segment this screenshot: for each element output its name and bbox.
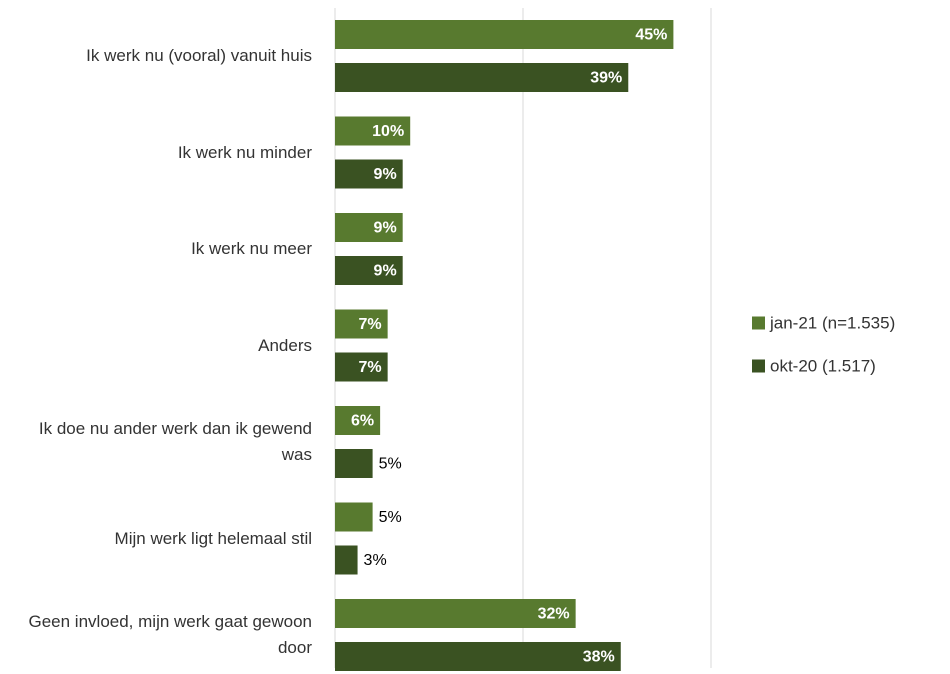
legend-label: jan-21 (n=1.535) [769, 313, 895, 332]
bar [335, 309, 388, 339]
bar [335, 213, 403, 242]
bar [335, 599, 576, 628]
data-label: 9% [374, 166, 397, 183]
bar [335, 642, 621, 671]
data-label: 9% [374, 263, 397, 280]
data-label: 38% [583, 649, 615, 666]
category-label: Mijn werk ligt helemaal stil [114, 528, 312, 548]
data-label: 45% [635, 27, 667, 44]
bar [335, 20, 674, 49]
data-label: 7% [359, 316, 382, 333]
category-label: Ik werk nu meer [191, 239, 312, 258]
bar [335, 502, 373, 532]
data-label: 10% [372, 123, 404, 140]
data-label: 3% [364, 552, 387, 569]
data-label: 6% [351, 413, 374, 430]
data-label: 5% [379, 509, 402, 526]
category-label: Ik doe nu ander werk dan ik gewend was [38, 419, 312, 464]
data-label: 32% [538, 606, 570, 623]
legend-label: okt-20 (1.517) [770, 356, 876, 375]
data-label: 9% [374, 220, 397, 237]
bar [335, 352, 388, 382]
data-label: 7% [359, 359, 382, 376]
data-label: 39% [590, 70, 622, 87]
bar [335, 159, 403, 189]
bar [335, 116, 411, 146]
category-label: Geen invloed, mijn werk gaat gewoon door [28, 612, 313, 657]
legend-swatch [752, 316, 765, 330]
category-label: Anders [258, 335, 312, 355]
bar [335, 63, 629, 92]
data-label: 5% [379, 456, 402, 473]
category-label: Ik werk nu (vooral) vanuit huis [86, 46, 312, 65]
bar [335, 449, 373, 478]
category-label: Ik werk nu minder [177, 142, 312, 162]
legend-swatch [752, 359, 765, 373]
bar [335, 545, 358, 575]
bar [335, 256, 403, 285]
bar [335, 406, 381, 435]
